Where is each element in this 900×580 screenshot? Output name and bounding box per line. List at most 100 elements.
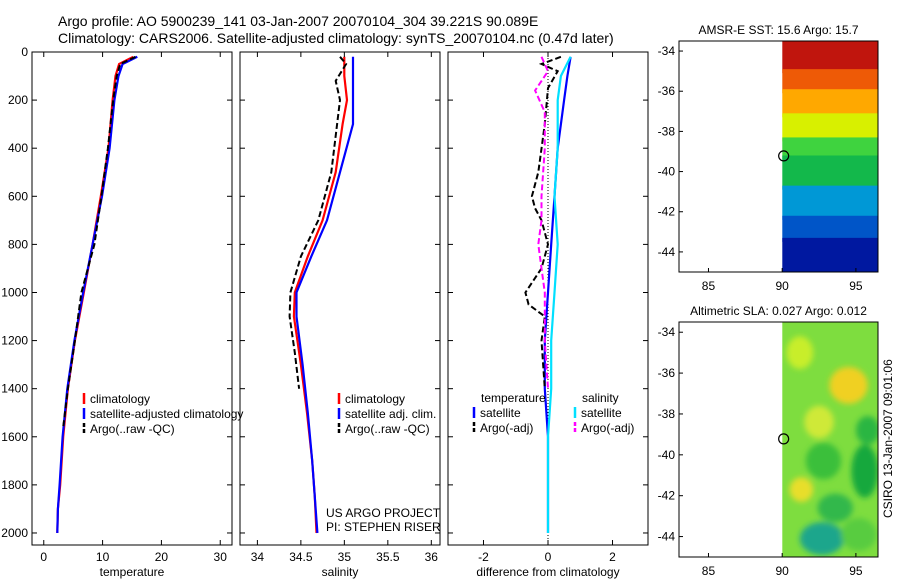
difference-profile-xtick-label-0: -2	[478, 550, 489, 564]
temperature-profile-xtick-label-3: 30	[214, 550, 228, 564]
salinity-profile-legend-label-2: Argo(..raw -QC)	[345, 422, 430, 436]
salinity-profile-legend-label-1: satellite adj. clim.	[345, 407, 436, 421]
temperature-profile-xtick-label-2: 20	[155, 550, 169, 564]
depth-tick-label-9: 1800	[1, 478, 28, 492]
altimetric-sla-map-blob-3	[855, 416, 878, 445]
difference-legend-temperature-title: temperature	[481, 391, 546, 405]
amsr-sst-map-title: AMSR-E SST: 15.6 Argo: 15.7	[698, 23, 858, 37]
altimetric-sla-map-blob-7	[817, 493, 853, 523]
depth-tick-label-2: 400	[8, 141, 28, 155]
altimetric-sla-map-xtick-label-0: 85	[702, 564, 716, 578]
altimetric-sla-map-ytick-label-2: -38	[658, 407, 676, 421]
temperature-profile-legend-label-1: satellite-adjusted climatology	[90, 407, 243, 421]
temperature-profile-frame	[31, 51, 233, 546]
salinity-profile-xtick-label-3: 35.5	[376, 550, 400, 564]
difference-legend-label-2: satellite	[581, 406, 622, 420]
temperature-profile-xlabel: temperature	[100, 565, 165, 579]
salinity-profile-xlabel: salinity	[322, 565, 359, 579]
difference-legend-label-3: Argo(-adj)	[581, 421, 634, 435]
panels: 0 10 20 30temperature0200400600800100012001…	[1, 23, 879, 579]
altimetric-sla-map-blob-8	[799, 522, 845, 555]
amsr-sst-map-xtick-label-1: 90	[776, 279, 790, 293]
altimetric-sla-map-field	[782, 322, 878, 557]
altimetric-sla-map-blob-2	[804, 405, 834, 439]
altimetric-sla-map-blob-0	[786, 336, 814, 369]
amsr-sst-map-band-0	[782, 41, 878, 74]
altimetric-sla-map-blob-6	[789, 477, 814, 502]
altimetric-sla-map-xtick-label-2: 95	[849, 564, 863, 578]
depth-tick-label-8: 1600	[1, 430, 28, 444]
difference-legend-label-0: satellite	[480, 406, 521, 420]
amsr-sst-map-ytick-label-1: -36	[658, 84, 676, 98]
salinity-profile-frame	[239, 51, 441, 546]
difference-profile-xlabel: difference from climatology	[476, 565, 619, 579]
amsr-sst-map-band-1	[782, 69, 878, 94]
difference-legend-salinity-title: salinity	[582, 391, 619, 405]
altimetric-sla-map-blobs	[786, 336, 878, 555]
difference-profile-xtick-label-2: 2	[609, 550, 616, 564]
difference-profile-xtick-label-1: 0	[545, 550, 552, 564]
depth-tick-label-5: 1000	[1, 285, 28, 299]
amsr-sst-map-band-3	[782, 113, 878, 142]
amsr-sst-map-ytick-label-5: -44	[658, 245, 676, 259]
amsr-sst-map-xtick-label-2: 95	[849, 279, 863, 293]
altimetric-sla-map-argo-marker	[778, 433, 790, 445]
figure-title-line1: Argo profile: AO 5900239_141 03-Jan-2007…	[58, 13, 538, 29]
amsr-sst-map-ytick-label-0: -34	[658, 44, 676, 58]
salinity-profile-xtick-label-1: 34.5	[289, 550, 313, 564]
depth-tick-label-7: 1400	[1, 382, 28, 396]
salinity-profile-panel: 34 34.5 35 35.5 36 salinity	[239, 51, 441, 579]
salinity-profile-series-1	[295, 56, 355, 534]
temperature-profile-series-0	[56, 55, 134, 534]
temperature-profile-xtick-label-0: 0	[40, 550, 47, 564]
difference-legend: temperature salinitysatelliteArgo(-adj)sa…	[472, 391, 634, 435]
altimetric-sla-map-frame	[678, 321, 879, 558]
altimetric-sla-map-ytick-label-1: -36	[658, 366, 676, 380]
temperature-profile-series-1	[56, 55, 138, 534]
depth-tick-label-6: 1200	[1, 334, 28, 348]
figure-title-line2: Climatology: CARS2006. Satellite-adjuste…	[58, 30, 614, 46]
amsr-sst-map-argo-marker	[778, 150, 790, 162]
altimetric-sla-map-panel: Altimetric SLA: 0.027 Argo: 0.012 85 90 95 -…	[658, 304, 879, 578]
depth-tick-label-4: 800	[8, 237, 28, 251]
amsr-sst-map-band-6	[782, 185, 878, 220]
difference-profile-series-2	[546, 56, 572, 533]
temperature-profile-legend-label-2: Argo(..raw -QC)	[90, 422, 175, 436]
difference-profile-series-1	[524, 55, 562, 389]
salinity-profile-xtick-label-0: 34	[251, 550, 265, 564]
salinity-annotation-line-1: PI: STEPHEN RISER	[326, 520, 441, 534]
amsr-sst-map-band-4	[782, 137, 878, 160]
amsr-sst-map-xtick-label-0: 85	[702, 279, 716, 293]
difference-legend-label-1: Argo(-adj)	[480, 421, 533, 435]
altimetric-sla-map-ytick-label-0: -34	[658, 325, 676, 339]
amsr-sst-map-band-8	[782, 237, 878, 272]
temperature-profile-xtick-label-1: 10	[96, 550, 110, 564]
depth-tick-label-0: 0	[21, 45, 28, 59]
amsr-sst-map-band-2	[782, 89, 878, 118]
amsr-sst-map-ytick-label-4: -42	[658, 205, 676, 219]
altimetric-sla-map-title: Altimetric SLA: 0.027 Argo: 0.012	[690, 304, 867, 318]
altimetric-sla-map-blob-5	[851, 444, 878, 498]
salinity-profile-xtick-label-4: 36	[425, 550, 439, 564]
amsr-sst-map-panel: AMSR-E SST: 15.6 Argo: 15.7 85 90 95 -34 -36 -…	[658, 23, 879, 293]
amsr-sst-map-field	[782, 41, 878, 272]
amsr-sst-map-frame	[678, 40, 879, 273]
altimetric-sla-map-blob-9	[841, 518, 877, 551]
altimetric-sla-map-blob-4	[805, 442, 842, 480]
salinity-profile-series-2	[288, 56, 348, 389]
salinity-profile-xtick-label-2: 35	[338, 550, 352, 564]
csiro-timestamp: CSIRO 13-Jan-2007 09:01:06	[881, 359, 895, 518]
altimetric-sla-map-ytick-label-4: -42	[658, 489, 676, 503]
amsr-sst-map-ytick-label-3: -40	[658, 165, 676, 179]
temperature-profile-series-2	[62, 55, 136, 428]
salinity-annotation-line-0: US ARGO PROJECT	[326, 506, 441, 520]
depth-tick-label-10: 2000	[1, 526, 28, 540]
temperature-profile-panel: 0 10 20 30 temperature 0 200 400 600 800 1000 1200 1…	[1, 45, 233, 579]
amsr-sst-map-band-7	[782, 215, 878, 242]
altimetric-sla-map-ytick-label-5: -44	[658, 530, 676, 544]
temperature-profile-legend-label-0: climatology	[90, 392, 150, 406]
salinity-profile-legend-label-0: climatology	[345, 392, 405, 406]
